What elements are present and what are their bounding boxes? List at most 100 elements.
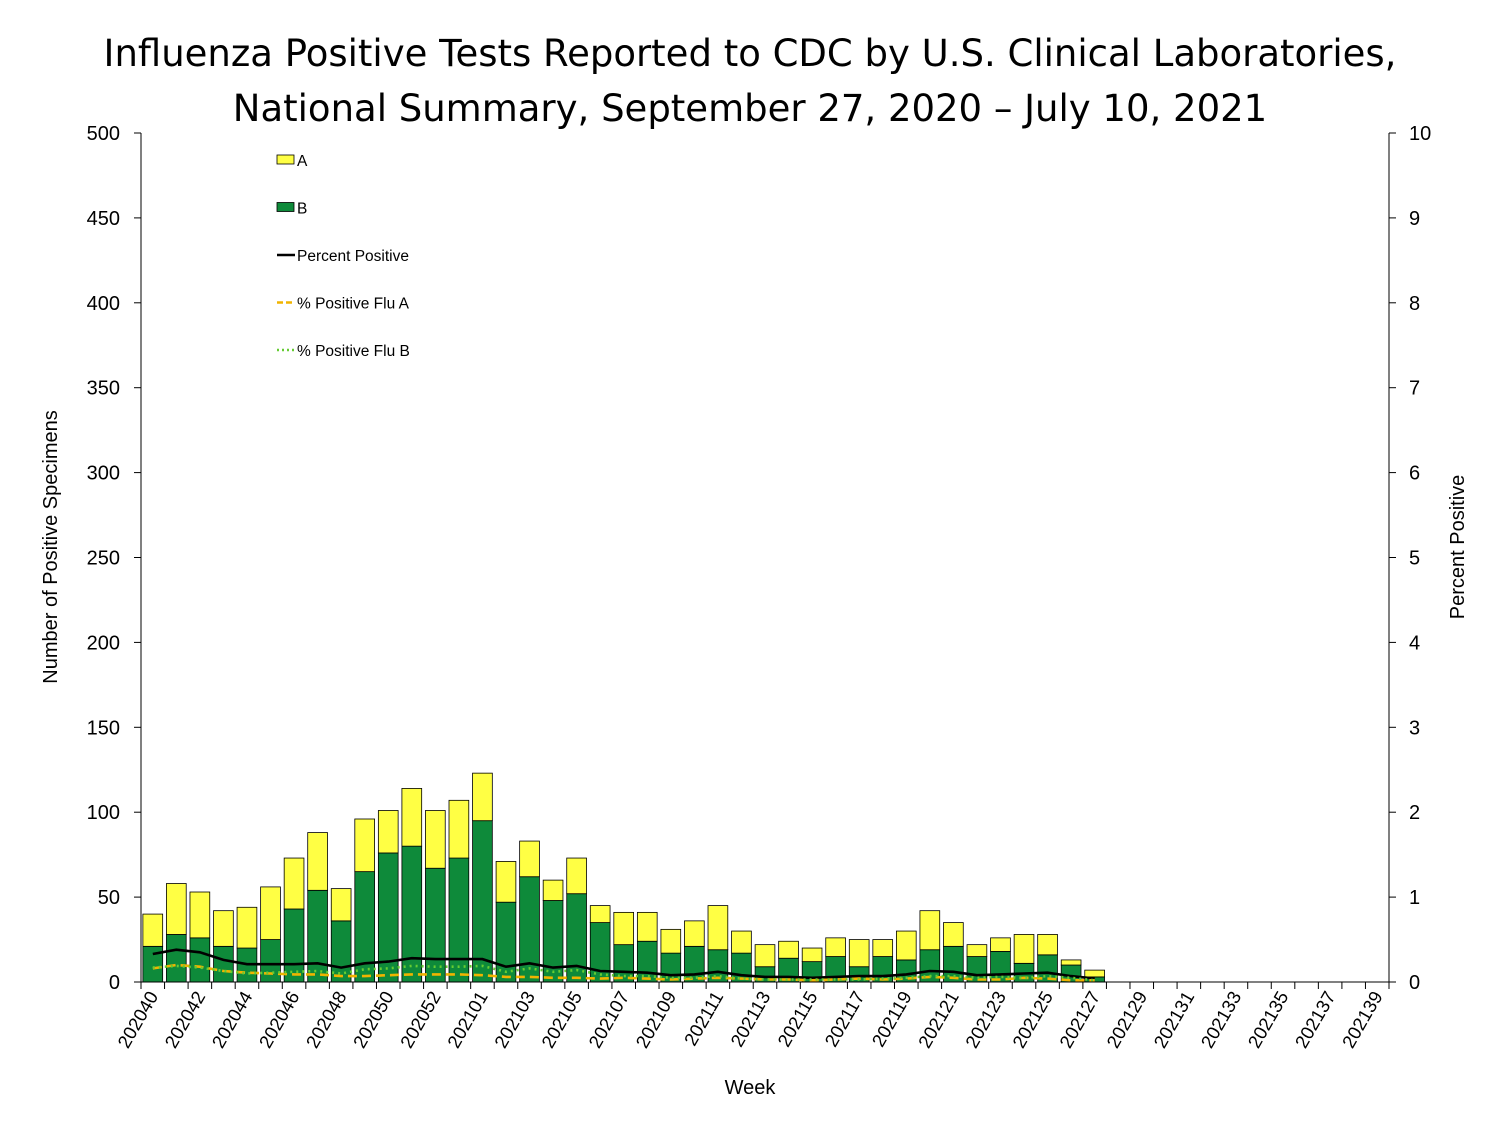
bar-a xyxy=(848,939,870,968)
y2-tick-label: 1 xyxy=(1409,887,1420,909)
bar-a xyxy=(354,818,375,873)
bar-a xyxy=(613,911,635,946)
bar-a xyxy=(895,930,917,961)
x-tick-label: 202101 xyxy=(443,988,492,1052)
chart-title: Influenza Positive Tests Reported to CDC… xyxy=(0,26,1500,136)
x-tick-label: 202125 xyxy=(1008,988,1057,1052)
bar-a xyxy=(519,840,540,878)
bar-a xyxy=(684,920,705,947)
bar-a xyxy=(589,905,611,923)
y2-tick-label: 5 xyxy=(1409,548,1420,570)
x-tick-label: 202131 xyxy=(1149,988,1198,1052)
bar-a xyxy=(825,937,846,957)
y2-tick-label: 8 xyxy=(1409,293,1420,315)
x-tick-label: 202121 xyxy=(914,988,963,1052)
bar-a xyxy=(707,905,729,951)
x-tick-label: 202105 xyxy=(537,988,586,1052)
bar-a xyxy=(236,906,258,949)
bar-a xyxy=(566,857,587,895)
y2-tick-label: 9 xyxy=(1409,208,1420,230)
bar-a xyxy=(1060,959,1082,966)
bar-a xyxy=(166,883,187,935)
bar-a xyxy=(966,944,988,957)
x-tick-label: 202123 xyxy=(961,988,1010,1052)
x-tick-label: 202117 xyxy=(820,988,868,1051)
bar-b xyxy=(495,901,517,983)
x-tick-label: 202109 xyxy=(631,988,680,1052)
x-tick-label: 202103 xyxy=(490,988,539,1052)
bar-b xyxy=(307,889,328,983)
chart-title-line-1: Influenza Positive Tests Reported to CDC… xyxy=(103,32,1397,75)
line-percent-positive-flu-a xyxy=(152,963,1095,982)
bar-a xyxy=(330,888,352,922)
x-tick-label: 202048 xyxy=(302,988,351,1052)
bar-a xyxy=(425,810,446,869)
legend-swatch xyxy=(276,202,295,212)
x-tick-label: 202113 xyxy=(726,988,774,1051)
legend-item: % Positive Flu B xyxy=(277,343,410,360)
x-axis-title: Week xyxy=(725,1077,777,1099)
line-percent-positive xyxy=(152,948,1095,980)
legend-item: Percent Positive xyxy=(277,248,409,265)
bar-b xyxy=(425,867,446,983)
y-tick-label: 50 xyxy=(98,887,120,909)
y2-tick-label: 10 xyxy=(1409,123,1431,145)
bar-b xyxy=(448,857,470,983)
y2-tick-label: 7 xyxy=(1409,378,1420,400)
bar-a xyxy=(943,922,964,947)
x-tick-label: 202115 xyxy=(773,988,821,1051)
bar-a xyxy=(142,913,164,947)
x-tick-label: 202044 xyxy=(207,988,256,1052)
y-tick-label: 250 xyxy=(87,548,120,570)
x-tick-label: 202052 xyxy=(396,988,445,1052)
y-tick-label: 150 xyxy=(87,717,120,739)
bar-b xyxy=(213,945,234,983)
x-tick-label: 202135 xyxy=(1243,988,1292,1052)
y2-tick-label: 2 xyxy=(1409,802,1420,824)
bar-a xyxy=(189,891,211,939)
line-percent-positive-flu-b xyxy=(152,964,1095,982)
legend-label: B xyxy=(297,201,307,218)
bar-a xyxy=(448,799,470,859)
bar-a xyxy=(377,810,399,854)
x-tick-label: 202042 xyxy=(160,988,209,1052)
bar-a xyxy=(636,911,658,942)
y-tick-label: 400 xyxy=(87,293,120,315)
x-tick-label: 202111 xyxy=(680,988,728,1050)
bar-b xyxy=(166,934,187,983)
legend-item: B xyxy=(276,201,307,218)
bar-b xyxy=(542,900,564,983)
legend-item: A xyxy=(276,153,308,170)
x-tick-label: 202040 xyxy=(113,988,162,1052)
bar-b xyxy=(260,939,281,983)
bar-layer xyxy=(142,772,1105,983)
bar-b xyxy=(330,920,352,983)
legend-label: % Positive Flu A xyxy=(297,296,410,313)
y-tick-label: 450 xyxy=(87,208,120,230)
x-tick-label: 202127 xyxy=(1055,988,1104,1052)
bar-a xyxy=(801,947,823,963)
bar-a xyxy=(778,940,799,959)
y-axis-title: Number of Positive Specimens xyxy=(40,410,62,683)
bar-a xyxy=(472,772,493,822)
bar-a xyxy=(307,832,328,891)
chart-title-line-2: National Summary, September 27, 2020 – J… xyxy=(232,87,1268,130)
bar-a xyxy=(1037,934,1058,956)
bar-a xyxy=(401,788,423,847)
bar-a xyxy=(919,910,941,951)
bar-b xyxy=(401,845,423,983)
line-layer xyxy=(152,948,1095,982)
x-tick-label: 202119 xyxy=(867,988,915,1051)
legend-label: Percent Positive xyxy=(297,248,409,265)
legend-label: A xyxy=(297,153,308,170)
bar-b xyxy=(684,945,705,983)
legend: A B Percent Positive % Positive Flu A % Posi… xyxy=(276,153,410,360)
x-tick-label: 202137 xyxy=(1291,988,1340,1052)
bar-a xyxy=(990,937,1011,952)
legend-item: % Positive Flu A xyxy=(277,296,410,313)
y-tick-label: 100 xyxy=(87,802,120,824)
bar-b xyxy=(283,908,305,983)
x-tick-label: 202139 xyxy=(1338,988,1387,1052)
y-tick-label: 500 xyxy=(87,123,120,145)
